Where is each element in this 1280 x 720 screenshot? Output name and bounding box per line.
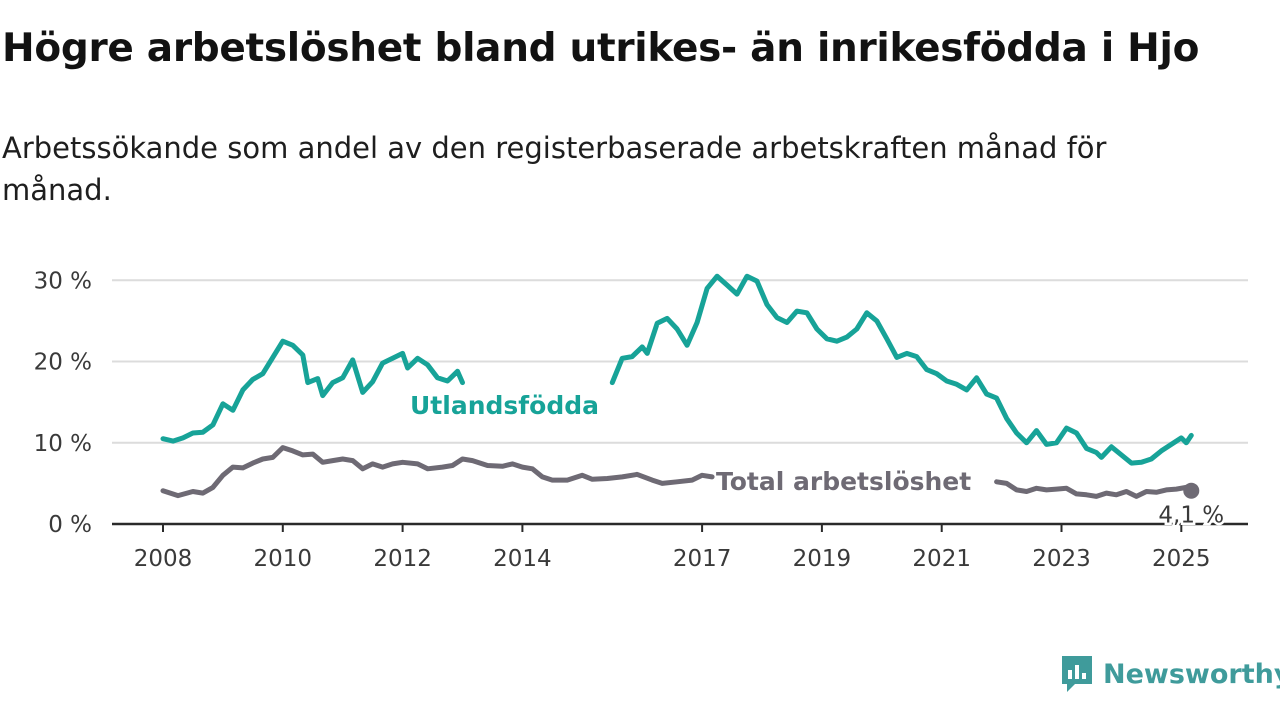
x-tick-label: 2021 [912, 546, 971, 572]
newsworthy-chart-icon [1062, 656, 1092, 692]
x-tick-label: 2008 [134, 546, 193, 572]
y-tick-label: 0 % [48, 512, 92, 538]
y-tick-label: 30 % [34, 268, 92, 294]
x-tick-label: 2025 [1152, 546, 1211, 572]
label-total-arbetsloshet: Total arbetslöshet [716, 467, 971, 496]
x-tick-label: 2012 [373, 546, 432, 572]
series-lines [160, 273, 1200, 499]
y-axis-ticks: 0 % 10 % 20 % 30 % [34, 268, 92, 538]
gridlines [112, 279, 1248, 526]
chart-subtitle: Arbetssökande som andel av den registerb… [2, 131, 1107, 207]
x-tick-label: 2017 [673, 546, 732, 572]
x-axis-ticks: 2008 2010 2012 2014 2017 2019 2021 2023 2025 [134, 524, 1211, 572]
x-tick-label: 2014 [493, 546, 552, 572]
y-tick-label: 10 % [34, 431, 92, 457]
x-tick-label: 2023 [1032, 546, 1091, 572]
chart-title: Högre arbetslöshet bland utrikes- än inr… [2, 26, 1200, 71]
y-tick-label: 20 % [34, 350, 92, 376]
series-line-total [160, 445, 1194, 499]
series-line-utlandsfodda [160, 273, 1194, 466]
newsworthy-brand: Newsworthy [1059, 654, 1280, 694]
end-value-label: 4,1 % [1158, 503, 1224, 529]
label-utlandsfodda: Utlandsfödda [410, 391, 599, 420]
series-labels: Utlandsfödda Total arbetslöshet 4,1 % [410, 391, 1227, 531]
x-tick-label: 2010 [254, 546, 313, 572]
brand-name: Newsworthy [1103, 658, 1280, 690]
x-tick-label: 2019 [793, 546, 852, 572]
line-chart: 0 % 10 % 20 % 30 % 2008 2010 2012 2014 2017 2019… [34, 268, 1248, 572]
endpoint-marker [1183, 482, 1200, 499]
